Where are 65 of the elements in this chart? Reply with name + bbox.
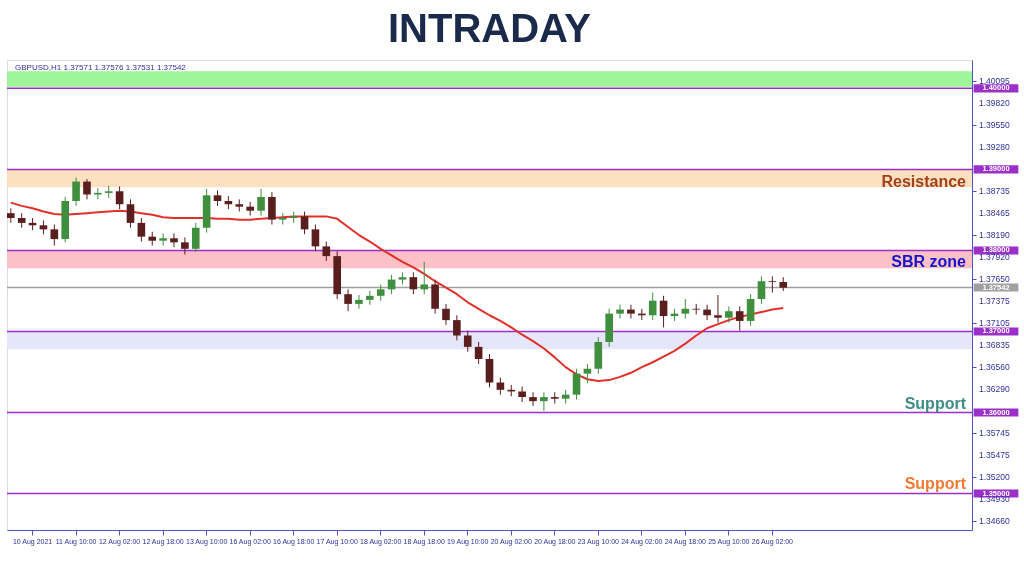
candlestick [115,185,124,210]
candlestick [278,212,287,225]
y-tick-label: 1.40095 [979,75,1010,86]
candlestick [420,261,429,295]
y-tick-label: 1.37105 [979,317,1010,328]
candlestick [311,224,320,252]
candlestick [474,341,483,365]
candlestick [659,295,668,328]
candlestick [181,236,189,255]
y-tick-label: 1.36835 [979,339,1010,350]
y-tick-label: 1.38735 [979,185,1010,196]
y-tick-label: 1.39820 [979,97,1010,108]
candlestick [170,232,178,248]
candlestick [191,222,200,253]
candlestick [616,304,624,319]
candlestick [714,294,722,324]
y-tick-label: 1.37375 [979,296,1010,307]
y-tick-label: 1.34660 [979,516,1010,527]
candlestick [583,363,592,384]
candlestick [518,386,526,403]
candlestick [550,391,559,405]
candlestick [572,368,581,401]
candlestick [322,241,331,262]
y-tick-label: 1.39550 [979,119,1010,130]
candlestick [540,391,548,412]
y-tick-label: 1.39280 [979,141,1010,152]
candlestick [453,314,461,341]
annotation: SBR zone [891,252,967,270]
candlestick [257,188,265,217]
candlestick [746,293,755,327]
candlestick [137,217,146,243]
y-tick-label: 1.35475 [979,450,1010,461]
candlestick [529,391,537,407]
annotation: Support [904,394,967,412]
annotation: Support [904,475,967,493]
y-tick-label: 1.38465 [979,207,1010,218]
candlestick [442,303,450,326]
annotation: Resistance [881,173,967,191]
candlestick [50,224,59,247]
candlestick [757,275,766,305]
candlestick [268,191,276,225]
candlestick [300,211,309,235]
chart-title: INTRADAY [388,6,592,50]
y-tick-label: 1.37920 [979,251,1010,262]
candlestick [485,353,494,388]
candlestick [355,294,363,310]
y-tick-label: 1.35745 [979,428,1010,439]
candlestick [126,198,135,229]
y-tick-label: 1.37650 [979,273,1010,284]
candlestick [768,275,777,294]
annotation: GBPUSD,H1 1.37571 1.37576 1.37531 1.37542 [15,63,187,72]
candlestick [83,178,91,200]
candlestick [409,271,418,295]
candlestick [72,177,80,207]
candlestick [159,232,167,247]
y-tick-label: 1.38190 [979,230,1010,241]
candlestick [627,304,635,319]
y-tick-label: 1.36290 [979,384,1010,394]
y-tick-label: 1.35200 [979,472,1010,483]
candlestick [681,298,690,319]
candlestick [463,330,472,353]
candlestick [735,305,744,332]
candlestick [344,288,352,312]
y-tick-label: 1.36560 [979,362,1010,373]
candlestick [703,304,711,321]
